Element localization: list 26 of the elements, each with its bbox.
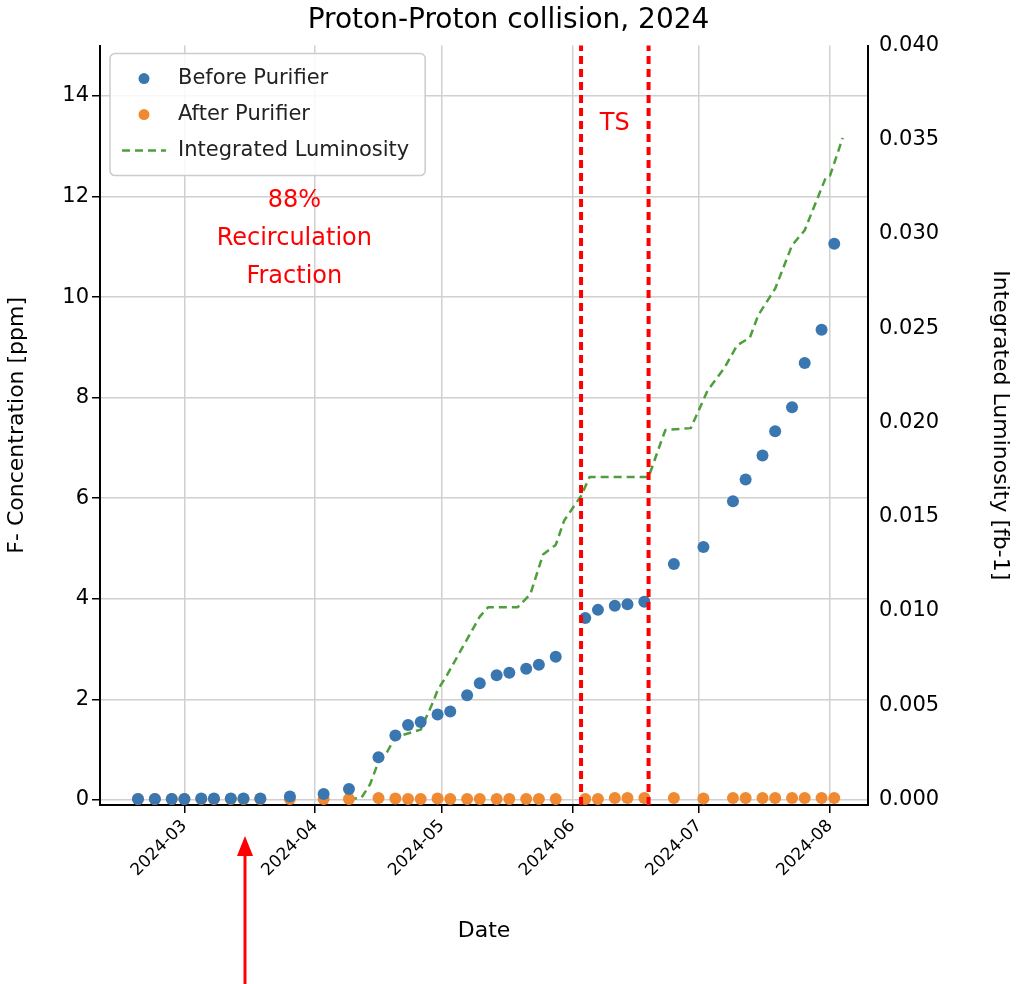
annotation: TS — [598, 107, 630, 136]
y-tick-label: 0 — [75, 786, 89, 811]
y2-tick-label: 0.020 — [879, 408, 940, 433]
y2-tick-label: 0.040 — [879, 32, 940, 57]
x-axis-title: Date — [457, 916, 511, 942]
y-tick-label: 6 — [75, 484, 89, 509]
legend-label: Before Purifier — [178, 65, 329, 90]
y-tick-label: 12 — [62, 182, 89, 207]
y2-tick-label: 0.005 — [879, 691, 940, 716]
y2-tick-label: 0.035 — [879, 126, 940, 151]
y-tick-label: 8 — [75, 384, 89, 409]
y-tick-label: 2 — [75, 685, 89, 710]
y2-axis-title: Integrated Luminosity [fb-1] — [989, 270, 1015, 581]
y-tick-label: 10 — [62, 283, 89, 308]
y2-tick-label: 0.010 — [879, 597, 940, 622]
y2-tick-label: 0.000 — [879, 785, 940, 810]
annotation: 88% Recirculation Fraction — [216, 184, 372, 289]
chart-title: Proton-Proton collision, 2024 — [307, 2, 710, 36]
y-tick-label: 4 — [75, 585, 89, 610]
y2-tick-label: 0.030 — [879, 220, 940, 245]
legend-label: Integrated Luminosity — [178, 137, 410, 162]
y-axis-title: F- Concentration [ppm] — [2, 296, 28, 554]
y2-tick-label: 0.015 — [879, 503, 940, 528]
legend-label: After Purifier — [178, 101, 311, 126]
y-tick-label: 14 — [62, 82, 89, 107]
y2-tick-label: 0.025 — [879, 314, 940, 339]
